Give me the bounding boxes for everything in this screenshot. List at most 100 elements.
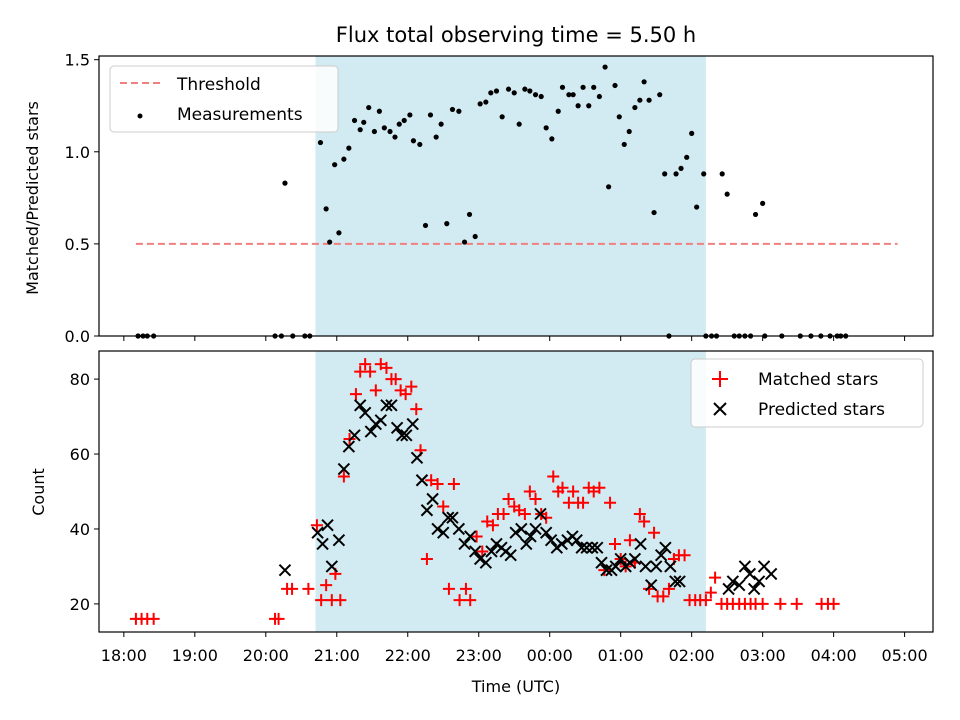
matched-star-point <box>523 485 536 498</box>
measurement-point <box>392 134 398 140</box>
matched-star-point <box>380 361 393 374</box>
predicted-star-point <box>426 492 439 506</box>
predicted-star-point <box>747 582 761 596</box>
measurement-point <box>719 171 725 177</box>
matched-star-point <box>678 549 691 562</box>
predicted-star-point <box>614 552 627 566</box>
measurement-point <box>527 88 533 94</box>
predicted-star-point <box>664 560 677 573</box>
measurement-point <box>511 90 517 96</box>
measurement-point <box>366 104 372 111</box>
predicted-star-point <box>473 552 487 566</box>
matched-star-point <box>302 582 315 595</box>
measurement-point <box>657 92 663 98</box>
matched-star-point <box>774 597 787 610</box>
measurement-point <box>381 125 387 131</box>
predicted-star-point <box>380 399 393 412</box>
y-tick-label: 20 <box>70 595 90 614</box>
predicted-star-point <box>442 511 455 524</box>
predicted-star-point <box>509 526 522 539</box>
matched-star-point <box>369 384 382 397</box>
measurement-point <box>488 90 494 96</box>
predicted-star-point <box>752 575 766 588</box>
measurement-point <box>641 79 647 85</box>
measurement-point <box>646 97 652 103</box>
predicted-star-point <box>390 421 404 435</box>
matched-star-point <box>147 612 160 625</box>
y-tick-label: 0.5 <box>65 235 90 254</box>
measurement-point <box>570 92 576 98</box>
matched-star-point <box>272 612 285 625</box>
predicted-star-point <box>529 522 542 536</box>
matched-star-point <box>410 403 423 416</box>
measurement-point <box>327 239 333 245</box>
measurement-point <box>662 171 668 177</box>
predicted-star-point <box>431 522 444 536</box>
predicted-star-point <box>555 537 568 551</box>
measurement-point <box>586 103 592 109</box>
matched-star-point <box>547 470 560 483</box>
measurement-point <box>417 141 423 148</box>
matched-star-point <box>609 537 622 550</box>
measurement-point <box>427 112 434 118</box>
top-panel: 0.0 0.5 1.0 1.5 Matched/Predicted stars Thr… <box>23 51 934 346</box>
matched-star-point <box>420 552 433 565</box>
matched-star-point <box>437 500 450 513</box>
measurement-point <box>602 64 608 70</box>
predicted-star-point <box>446 511 459 524</box>
predicted-star-point <box>337 462 351 476</box>
matched-star-point <box>593 481 606 494</box>
predicted-star-point <box>764 567 778 581</box>
measurement-point <box>632 104 638 111</box>
measurement-point <box>461 239 468 245</box>
predicted-star-point <box>600 563 613 577</box>
measurement-point <box>466 211 473 218</box>
matched-star-point <box>756 597 769 610</box>
x-tick-label: 01:00 <box>598 646 644 665</box>
measurement-point <box>323 206 329 212</box>
x-tick-label: 20:00 <box>243 646 289 665</box>
measurement-point <box>449 106 456 113</box>
measurement-point <box>543 125 549 131</box>
matched-star-point <box>349 388 362 401</box>
predicted-star-point <box>364 425 378 438</box>
top-legend: Threshold Measurements <box>109 65 339 133</box>
measurement-point <box>361 119 367 125</box>
measurement-point <box>387 128 393 135</box>
x-tick-label: 00:00 <box>527 646 573 665</box>
measurement-point <box>760 200 766 206</box>
predicted-star-point <box>278 563 292 577</box>
x-tick-label: 21:00 <box>314 646 360 665</box>
measurement-point <box>684 154 690 160</box>
measurement-point <box>433 134 439 140</box>
measurement-point <box>580 84 586 90</box>
x-tick-label: 02:00 <box>669 646 715 665</box>
x-axis-label: Time (UTC) <box>471 677 560 696</box>
predicted-star-point <box>524 530 537 543</box>
matched-star-point <box>337 470 350 483</box>
matched-star-point <box>425 474 438 487</box>
matched-star-point <box>464 594 477 607</box>
predicted-star-point <box>358 406 372 420</box>
measurement-point <box>351 117 358 124</box>
predicted-star-point <box>634 537 647 551</box>
predicted-star-point <box>325 560 339 573</box>
predicted-star-point <box>485 545 498 558</box>
predicted-star-point <box>595 556 608 569</box>
matched-legend-label: Matched stars <box>758 370 878 390</box>
measurement-point <box>505 86 512 92</box>
measurement-point <box>724 191 730 197</box>
measurements-legend-swatch <box>137 113 143 119</box>
measurement-point <box>532 92 539 98</box>
predicted-star-point <box>534 507 547 521</box>
matched-star-point <box>648 526 661 539</box>
measurement-point <box>566 92 572 98</box>
measurement-point <box>555 108 561 114</box>
bottom-observing-span-layer <box>315 351 706 632</box>
predicted-star-point <box>544 533 558 547</box>
x-tick-label: 18:00 <box>101 646 147 665</box>
measurement-point <box>371 128 377 135</box>
observing-span <box>315 351 706 632</box>
predicted-star-point <box>452 522 466 536</box>
predicted-star-point <box>738 560 752 573</box>
